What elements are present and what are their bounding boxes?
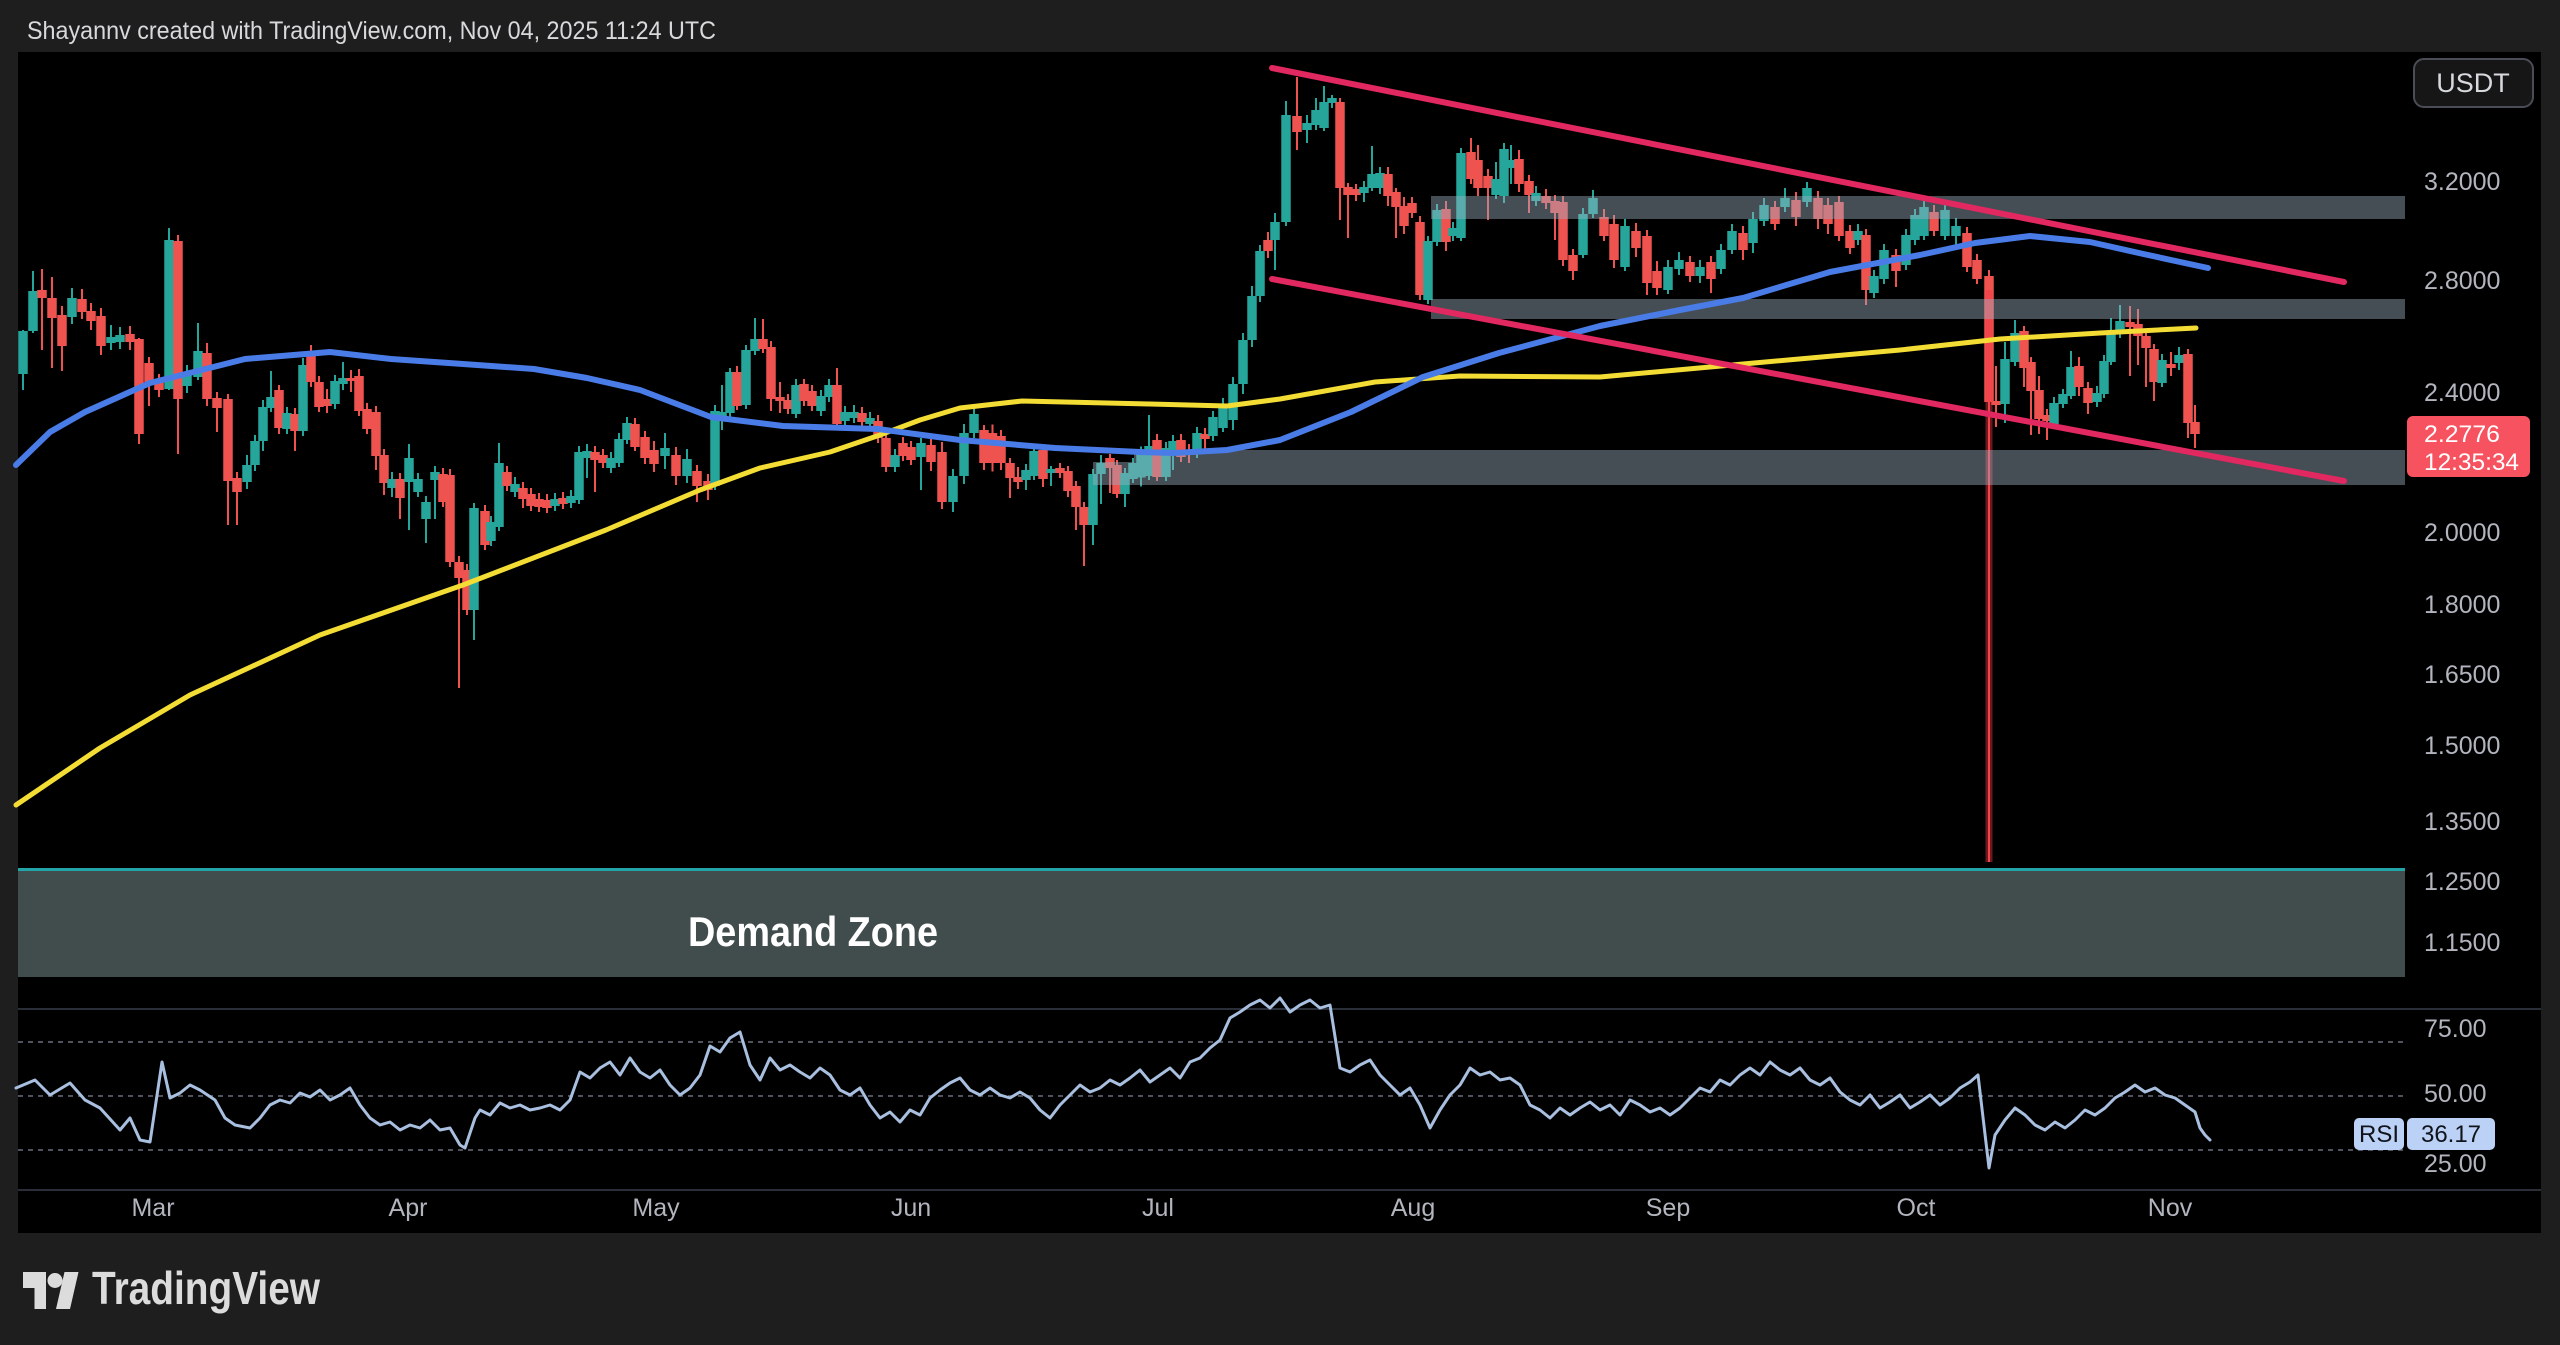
- svg-text:2.0000: 2.0000: [2424, 519, 2500, 547]
- svg-text:Jun: Jun: [891, 1194, 931, 1222]
- svg-text:12:35:34: 12:35:34: [2424, 449, 2519, 476]
- svg-text:75.00: 75.00: [2424, 1015, 2487, 1043]
- svg-text:2.4000: 2.4000: [2424, 379, 2500, 407]
- svg-text:1.1500: 1.1500: [2424, 929, 2500, 957]
- svg-text:2.2776: 2.2776: [2424, 421, 2500, 448]
- svg-text:Demand Zone: Demand Zone: [688, 908, 938, 955]
- svg-text:2.8000: 2.8000: [2424, 267, 2500, 295]
- svg-text:50.00: 50.00: [2424, 1080, 2487, 1108]
- svg-text:1.6500: 1.6500: [2424, 661, 2500, 689]
- svg-text:Aug: Aug: [1391, 1194, 1435, 1222]
- svg-text:USDT: USDT: [2436, 68, 2510, 98]
- svg-text:1.8000: 1.8000: [2424, 591, 2500, 619]
- svg-text:25.00: 25.00: [2424, 1150, 2487, 1178]
- svg-text:Apr: Apr: [389, 1194, 428, 1222]
- svg-text:RSI: RSI: [2359, 1121, 2399, 1148]
- svg-text:36.17: 36.17: [2421, 1121, 2481, 1148]
- svg-text:May: May: [632, 1194, 680, 1222]
- svg-text:Oct: Oct: [1897, 1194, 1936, 1222]
- svg-text:Shayannv created with TradingV: Shayannv created with TradingView.com, N…: [27, 17, 716, 45]
- svg-text:1.2500: 1.2500: [2424, 868, 2500, 896]
- svg-text:Sep: Sep: [1646, 1194, 1690, 1222]
- svg-text:Mar: Mar: [131, 1194, 174, 1222]
- svg-text:TradingView: TradingView: [92, 1262, 320, 1314]
- svg-text:1.5000: 1.5000: [2424, 732, 2500, 760]
- svg-text:1.3500: 1.3500: [2424, 808, 2500, 836]
- svg-text:3.2000: 3.2000: [2424, 168, 2500, 196]
- svg-text:Jul: Jul: [1142, 1194, 1174, 1222]
- svg-text:Nov: Nov: [2148, 1194, 2193, 1222]
